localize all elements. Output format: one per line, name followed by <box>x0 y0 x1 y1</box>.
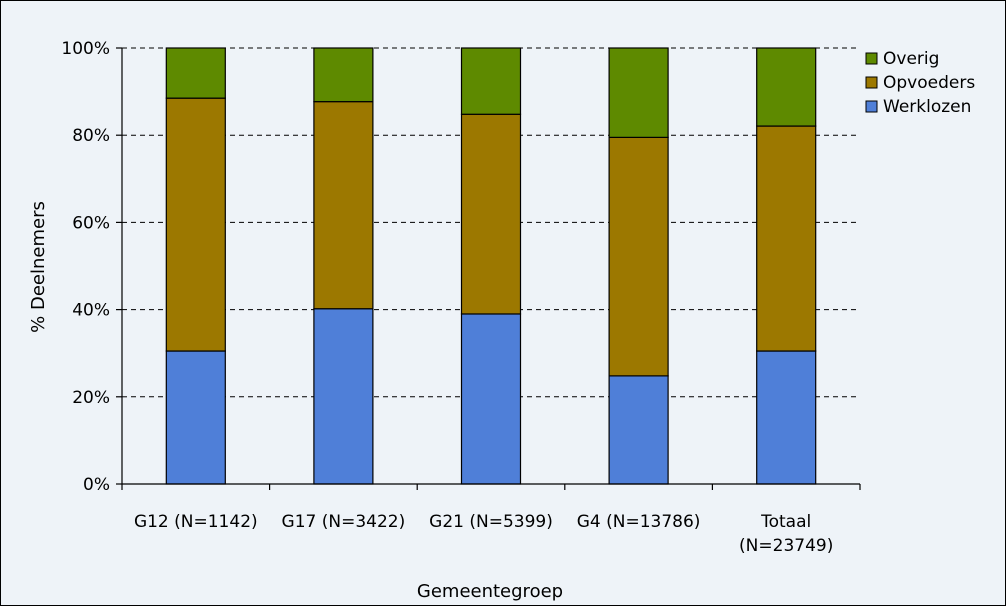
bar-opvoeders-4 <box>756 125 817 352</box>
bar-opvoeders-2 <box>460 113 522 315</box>
y-tick-label-80: 80% <box>72 126 110 146</box>
bar-overig-3 <box>608 47 669 138</box>
bar-overig-1 <box>313 47 374 103</box>
legend-swatch-opvoeders <box>865 76 878 89</box>
y-tick-label-0: 0% <box>83 475 110 495</box>
bar-werklozen-4 <box>756 350 817 485</box>
bar-overig-4 <box>756 47 817 127</box>
x-axis-title: Gemeentegroep <box>417 581 563 602</box>
x-tick-label-4-1: (N=23749) <box>739 536 833 556</box>
bar-werklozen-3 <box>608 375 669 485</box>
x-tick-label-4-0: Totaal <box>760 512 811 532</box>
axes: G12 (N=1142) G17 (N=3422) G21 (N=5399) G4 (… <box>61 39 861 556</box>
bar-werklozen-2 <box>460 313 522 485</box>
y-tick-label-40: 40% <box>72 301 110 321</box>
x-tick-label-1: G17 (N=3422) <box>282 512 406 532</box>
bars <box>165 47 817 485</box>
x-tick-label-0: G12 (N=1142) <box>134 512 258 532</box>
legend-swatch-werklozen <box>865 100 878 113</box>
legend-label-overig: Overig <box>883 49 939 69</box>
x-tick-label-3: G4 (N=13786) <box>577 512 701 532</box>
y-tick-label-60: 60% <box>72 213 110 233</box>
bar-overig-2 <box>460 47 522 115</box>
bar-opvoeders-1 <box>313 101 374 310</box>
legend-label-opvoeders: Opvoeders <box>883 73 975 93</box>
bar-overig-0 <box>165 47 226 99</box>
bar-werklozen-0 <box>165 350 226 485</box>
y-tick-label-100: 100% <box>61 39 110 59</box>
bar-opvoeders-0 <box>165 97 226 352</box>
bar-werklozen-1 <box>313 308 374 485</box>
legend: Overig Opvoeders Werklozen <box>865 49 975 117</box>
legend-label-werklozen: Werklozen <box>883 97 971 117</box>
bar-opvoeders-3 <box>608 136 669 377</box>
y-tick-label-20: 20% <box>72 388 110 408</box>
x-tick-label-2: G21 (N=5399) <box>429 512 553 532</box>
y-axis-title: % Deelnemers <box>28 201 49 333</box>
legend-swatch-overig <box>865 52 878 65</box>
